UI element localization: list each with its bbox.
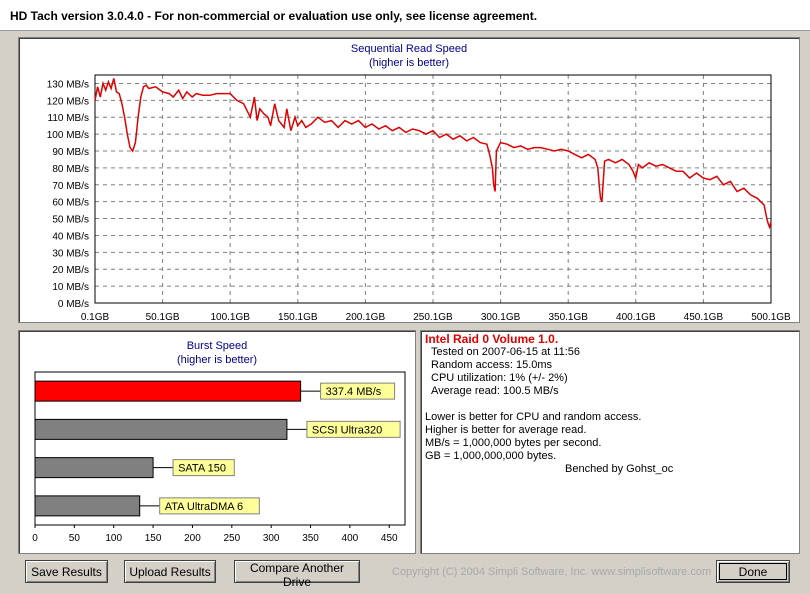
burst-title: Burst Speed (187, 340, 248, 352)
burst-label-box (172, 459, 235, 477)
burst-x-tick-label: 50 (69, 533, 81, 544)
y-tick-label: 130 MB/s (47, 79, 89, 90)
note-mbs: MB/s = 1,000,000 bytes per second. (425, 437, 602, 449)
y-tick-label: 90 MB/s (52, 147, 89, 158)
y-tick-label: 100 MB/s (47, 130, 89, 141)
y-tick-label: 50 MB/s (52, 215, 89, 226)
burst-bar (34, 457, 154, 479)
upload-results-button[interactable]: Upload Results (124, 560, 216, 583)
y-tick-label: 80 MB/s (52, 164, 89, 175)
x-tick-label: 0.1GB (81, 312, 110, 322)
y-tick-label: 0 MB/s (58, 299, 89, 310)
burst-label-box (306, 420, 401, 438)
x-tick-label: 100.1GB (210, 312, 250, 322)
burst-speed-chart: Burst Speed (higher is better) 0 50 100 150 20… (32, 340, 406, 544)
random-access: Random access: 15.0ms (431, 359, 553, 371)
copyright-text: Copyright (C) 2004 Simpli Software, Inc.… (392, 566, 712, 578)
burst-bar-label: SATA 150 (178, 463, 226, 475)
y-tick-label: 120 MB/s (47, 96, 89, 107)
sequential-read-chart: Sequential Read Speed (higher is better) 0… (47, 43, 791, 323)
burst-frame (34, 371, 406, 526)
x-tick-label: 450.1GB (684, 312, 724, 322)
average-read: Average read: 100.5 MB/s (431, 385, 559, 397)
done-button[interactable]: Done (716, 560, 790, 583)
burst-x-tick-label: 0 (32, 533, 38, 544)
burst-subtitle: (higher is better) (177, 354, 257, 366)
save-results-button[interactable]: Save Results (25, 560, 108, 583)
x-tick-label: 250.1GB (413, 312, 453, 322)
y-tick-label: 110 MB/s (48, 113, 90, 124)
burst-bar-label: 337.4 MB/s (326, 386, 382, 398)
y-tick-label: 70 MB/s (52, 181, 89, 192)
drive-name: Intel Raid 0 Volume 1.0. (425, 332, 559, 346)
y-tick-label: 20 MB/s (52, 265, 89, 276)
title-bar: HD Tach version 3.0.4.0 - For non-commer… (0, 0, 810, 31)
note-cpu: Lower is better for CPU and random acces… (425, 411, 642, 423)
plot-frame (94, 74, 772, 304)
burst-bar (34, 380, 302, 402)
x-tick-label: 500.1GB (751, 312, 791, 322)
test-date: Tested on 2007-06-15 at 11:56 (431, 346, 581, 358)
read-speed-line (94, 78, 772, 230)
x-tick-label: 150.1GB (278, 312, 318, 322)
drive-info-panel: Intel Raid 0 Volume 1.0. Tested on 2007-… (420, 330, 800, 554)
burst-bar (34, 495, 141, 517)
burst-x-tick-label: 400 (342, 533, 359, 544)
burst-x-tick-label: 250 (223, 533, 240, 544)
y-tick-label: 40 MB/s (52, 231, 89, 242)
x-tick-label: 400.1GB (616, 312, 656, 322)
benched-by: Benched by Gohst_oc (565, 463, 674, 475)
x-tick-label: 200.1GB (346, 312, 386, 322)
note-average: Higher is better for average read. (425, 424, 587, 436)
x-tick-label: 50.1GB (146, 312, 180, 322)
y-tick-label: 60 MB/s (52, 198, 89, 209)
burst-x-tick-label: 200 (184, 533, 201, 544)
x-tick-label: 350.1GB (548, 312, 588, 322)
x-tick-label: 300.1GB (481, 312, 521, 322)
burst-bar (34, 418, 288, 440)
cpu-utilization: CPU utilization: 1% (+/- 2%) (431, 372, 568, 384)
burst-x-tick-label: 300 (263, 533, 280, 544)
y-tick-label: 30 MB/s (52, 248, 89, 259)
burst-x-tick-label: 450 (381, 533, 398, 544)
chart-title: Sequential Read Speed (351, 43, 467, 55)
sequential-read-panel: Sequential Read Speed (higher is better) 0… (18, 37, 800, 323)
burst-x-tick-label: 350 (302, 533, 319, 544)
chart-subtitle: (higher is better) (369, 57, 449, 69)
burst-label-box (320, 382, 396, 400)
burst-bar-label: SCSI Ultra320 (312, 424, 382, 436)
y-tick-label: 10 MB/s (52, 282, 89, 293)
burst-x-tick-label: 150 (145, 533, 162, 544)
burst-bar-label: ATA UltraDMA 6 (165, 501, 243, 513)
burst-speed-panel: Burst Speed (higher is better) 0 50 100 150 20… (18, 330, 416, 554)
burst-x-tick-label: 100 (105, 533, 122, 544)
window-title: HD Tach version 3.0.4.0 - For non-commer… (10, 9, 538, 23)
note-gb: GB = 1,000,000,000 bytes. (425, 450, 557, 462)
compare-another-drive-button[interactable]: Compare Another Drive (234, 560, 360, 589)
burst-label-box (159, 497, 260, 515)
